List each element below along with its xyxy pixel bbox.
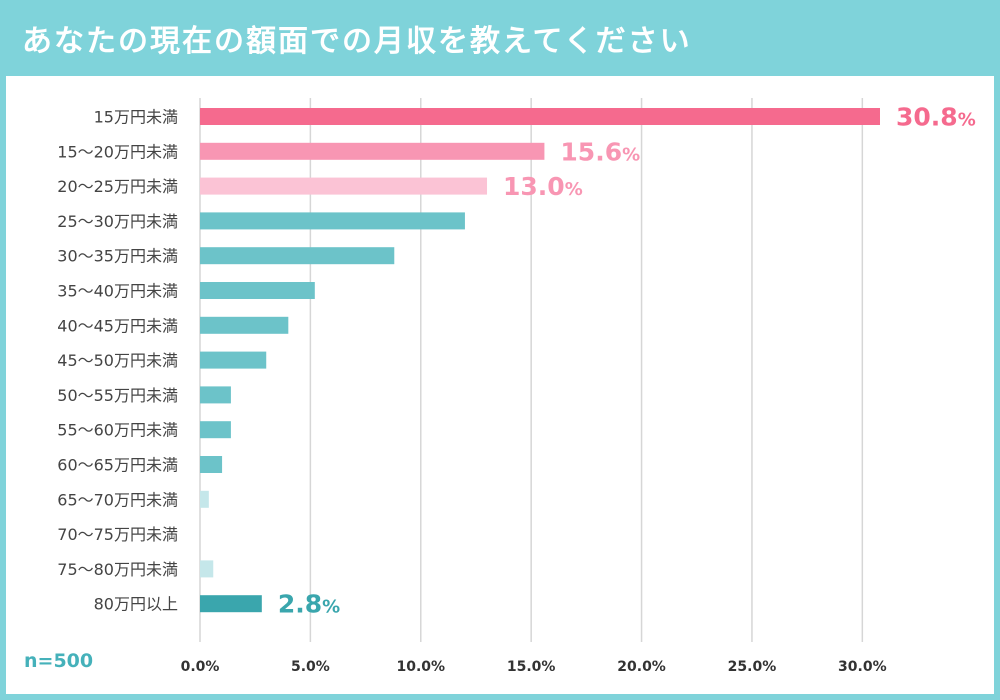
x-tick-label: 30.0% [838,659,887,675]
category-label: 70〜75万円未満 [57,525,178,544]
category-label: 45〜50万円未満 [57,351,178,370]
category-label: 15〜20万円未満 [57,142,178,161]
value-label-unit: % [622,144,640,165]
bar [200,316,289,334]
category-label: 35〜40万円未満 [57,282,178,301]
category-label: 55〜60万円未満 [57,421,178,440]
title-bar: あなたの現在の額面での月収を教えてください [0,0,1000,76]
bar [200,560,214,578]
bar [200,212,465,230]
category-label: 80万円以上 [94,595,178,614]
bar [200,456,223,473]
chart-title: あなたの現在の額面での月収を教えてください [22,24,692,59]
bar [200,386,231,404]
x-tick-label: 5.0% [291,659,330,675]
x-tick-label: 20.0% [617,659,666,675]
bar [200,177,488,195]
category-label: 15万円未満 [94,108,178,127]
value-label-unit: % [958,110,976,131]
sample-size-label: n=500 [24,650,94,672]
value-label: 15.6% [560,137,640,166]
bar [200,247,395,265]
bar [200,351,267,369]
value-label-number: 15.6 [560,137,622,166]
bar [200,282,315,299]
category-label: 75〜80万円未満 [57,560,178,579]
bar [200,490,209,508]
value-label: 13.0% [503,172,583,201]
category-label: 60〜65万円未満 [57,456,178,475]
value-label: 2.8% [278,590,340,619]
x-tick-label: 0.0% [181,659,220,675]
category-label: 20〜25万円未満 [57,177,178,196]
bar [200,421,231,439]
value-label: 30.8% [896,103,976,132]
x-tick-label: 25.0% [728,659,777,675]
bar [200,595,262,613]
chart-panel: 0.0% 5.0% 10.0% 15.0% 20.0% 25.0% 30.0% 15万円未満 1… [6,76,994,694]
category-label: 65〜70万円未満 [57,490,178,509]
value-label-unit: % [322,597,340,618]
category-label: 30〜35万円未満 [57,247,178,266]
value-label-unit: % [565,179,583,200]
category-label: 40〜45万円未満 [57,316,178,335]
value-label-number: 13.0 [503,172,565,201]
x-tick-label: 15.0% [507,659,556,675]
bar [200,142,545,160]
x-tick-label: 10.0% [396,659,445,675]
category-label: 50〜55万円未満 [57,386,178,405]
bar [200,108,880,125]
value-label-number: 30.8 [896,103,958,132]
category-label: 25〜30万円未満 [57,212,178,231]
value-label-number: 2.8 [278,590,322,619]
bar-chart: 0.0% 5.0% 10.0% 15.0% 20.0% 25.0% 30.0% 15万円未満 1… [57,98,976,675]
